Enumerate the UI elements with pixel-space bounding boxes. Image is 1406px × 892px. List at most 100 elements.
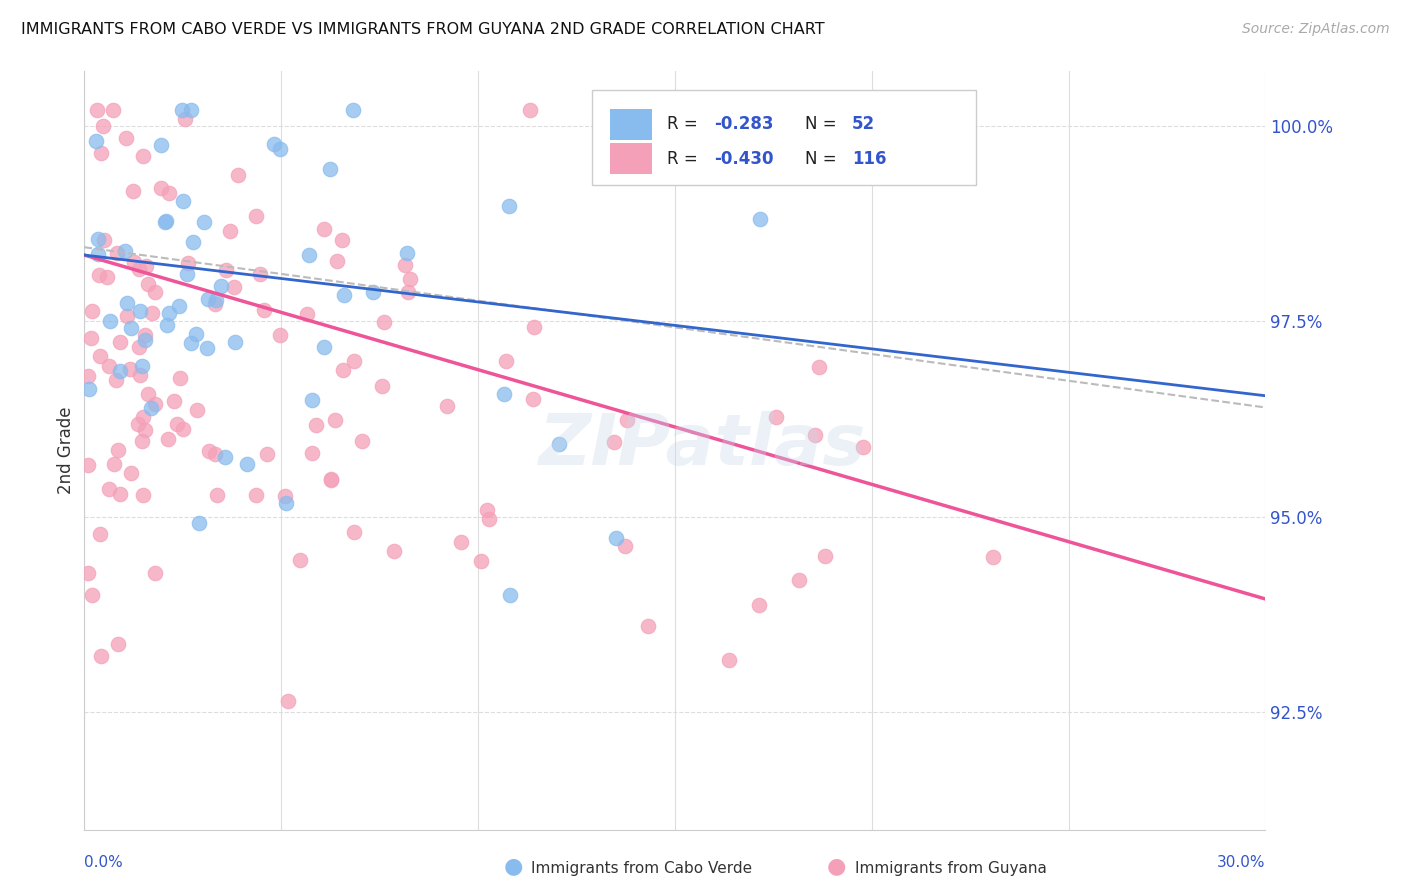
- Point: [204, 297, 226, 311]
- Point: [157, 186, 180, 200]
- Point: [222, 280, 245, 294]
- Point: [77, 566, 100, 581]
- Point: [128, 340, 150, 354]
- Point: [522, 392, 544, 407]
- Point: [269, 142, 291, 156]
- Point: [128, 303, 150, 318]
- Point: [312, 340, 335, 354]
- Point: [108, 363, 131, 377]
- Text: N =: N =: [804, 115, 842, 134]
- Point: [312, 222, 335, 236]
- Point: [186, 402, 208, 417]
- Point: [110, 334, 132, 349]
- Point: [205, 488, 228, 502]
- Point: [295, 307, 318, 321]
- Point: [370, 379, 392, 393]
- Point: [180, 336, 202, 351]
- Point: [342, 103, 364, 118]
- Point: [198, 444, 221, 458]
- Point: [495, 354, 517, 368]
- Point: [274, 489, 297, 503]
- Point: [96, 269, 118, 284]
- Point: [399, 271, 422, 285]
- Point: [330, 234, 353, 248]
- Point: [519, 103, 541, 118]
- Point: [150, 137, 173, 152]
- Point: [197, 292, 219, 306]
- Point: [361, 285, 384, 299]
- Point: [394, 258, 416, 272]
- Point: [602, 434, 624, 449]
- Point: [163, 394, 186, 409]
- Point: [332, 288, 354, 302]
- Text: ●: ●: [827, 856, 846, 876]
- Point: [321, 473, 343, 487]
- Point: [97, 359, 120, 374]
- Point: [204, 447, 226, 461]
- Point: [105, 373, 128, 387]
- Text: -0.283: -0.283: [714, 115, 773, 134]
- Point: [373, 315, 395, 329]
- Point: [90, 145, 112, 160]
- Point: [274, 496, 297, 510]
- Point: [134, 333, 156, 347]
- Point: [128, 262, 150, 277]
- Point: [301, 393, 323, 408]
- Point: [101, 103, 124, 118]
- Point: [120, 467, 142, 481]
- Point: [436, 399, 458, 413]
- Point: [172, 194, 194, 208]
- Point: [450, 535, 472, 549]
- Point: [143, 285, 166, 300]
- Point: [492, 386, 515, 401]
- Point: [277, 694, 299, 708]
- Point: [120, 321, 142, 335]
- Text: Immigrants from Guyana: Immigrants from Guyana: [855, 861, 1046, 876]
- Text: Source: ZipAtlas.com: Source: ZipAtlas.com: [1241, 22, 1389, 37]
- Point: [132, 149, 155, 163]
- Text: N =: N =: [804, 150, 842, 168]
- Point: [204, 293, 226, 308]
- Point: [115, 130, 138, 145]
- Point: [224, 334, 246, 349]
- Point: [787, 573, 810, 587]
- Text: IMMIGRANTS FROM CABO VERDE VS IMMIGRANTS FROM GUYANA 2ND GRADE CORRELATION CHART: IMMIGRANTS FROM CABO VERDE VS IMMIGRANTS…: [21, 22, 825, 37]
- Point: [120, 361, 142, 376]
- Point: [749, 211, 772, 226]
- Point: [305, 417, 328, 432]
- Point: [209, 279, 232, 293]
- Point: [127, 417, 149, 432]
- Point: [135, 259, 157, 273]
- Point: [245, 488, 267, 502]
- Point: [808, 360, 831, 375]
- Point: [107, 637, 129, 651]
- Point: [814, 549, 837, 563]
- Point: [105, 245, 128, 260]
- Point: [343, 525, 366, 540]
- Point: [77, 458, 100, 472]
- Point: [87, 231, 110, 245]
- Point: [174, 112, 197, 126]
- Text: 30.0%: 30.0%: [1218, 855, 1265, 870]
- Point: [122, 255, 145, 269]
- Point: [89, 527, 111, 541]
- Point: [184, 327, 207, 342]
- Point: [228, 168, 250, 182]
- Point: [167, 299, 190, 313]
- Point: [134, 327, 156, 342]
- Point: [188, 516, 211, 530]
- Point: [131, 434, 153, 448]
- Point: [852, 440, 875, 454]
- FancyBboxPatch shape: [610, 144, 652, 174]
- Point: [150, 181, 173, 195]
- Point: [253, 303, 276, 318]
- Point: [90, 648, 112, 663]
- Point: [498, 199, 520, 213]
- Point: [605, 531, 627, 545]
- Point: [107, 443, 129, 458]
- Point: [80, 588, 103, 602]
- Point: [718, 652, 741, 666]
- Point: [80, 304, 103, 318]
- Point: [256, 447, 278, 461]
- Point: [77, 369, 100, 384]
